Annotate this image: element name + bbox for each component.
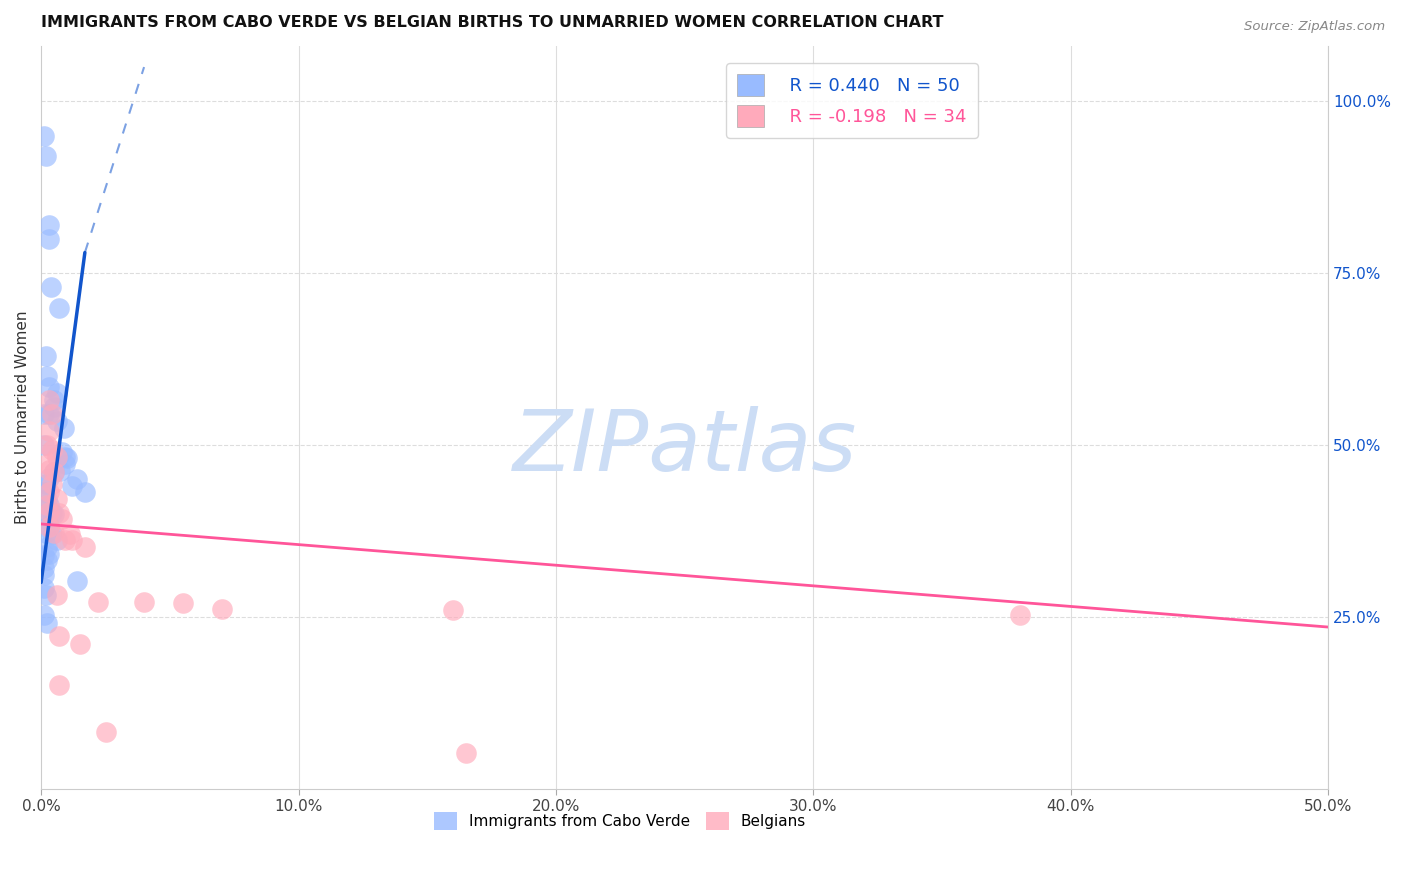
Point <box>35 349 58 363</box>
Point <box>35 512 58 526</box>
Point <box>35 615 58 630</box>
Point <box>41 280 63 294</box>
Point <box>32 608 55 623</box>
Point <box>134 595 156 609</box>
Point <box>69 636 91 650</box>
Point <box>35 525 58 540</box>
Point <box>56 450 79 465</box>
Point <box>53 533 76 547</box>
Point <box>60 533 83 548</box>
Point <box>41 443 63 458</box>
Point <box>35 457 58 471</box>
Point <box>38 505 60 519</box>
Point <box>48 678 70 692</box>
Point <box>38 484 60 499</box>
Point <box>172 596 194 610</box>
Y-axis label: Births to Unmarried Women: Births to Unmarried Women <box>15 310 30 524</box>
Point <box>45 588 67 602</box>
Point <box>44 400 66 414</box>
Point <box>48 506 70 520</box>
Point <box>32 484 55 499</box>
Point <box>46 450 69 465</box>
Legend: Immigrants from Cabo Verde, Belgians: Immigrants from Cabo Verde, Belgians <box>429 805 813 837</box>
Point <box>53 421 76 435</box>
Point <box>59 526 82 541</box>
Point <box>45 414 67 428</box>
Point <box>35 477 58 491</box>
Point <box>32 548 55 562</box>
Point <box>32 128 55 143</box>
Point <box>32 561 55 575</box>
Point <box>38 519 60 533</box>
Point <box>35 589 58 603</box>
Point <box>42 393 65 408</box>
Point <box>38 393 60 408</box>
Point <box>38 499 60 513</box>
Point <box>35 499 58 513</box>
Text: IMMIGRANTS FROM CABO VERDE VS BELGIAN BIRTHS TO UNMARRIED WOMEN CORRELATION CHAR: IMMIGRANTS FROM CABO VERDE VS BELGIAN BI… <box>41 15 943 30</box>
Point <box>35 369 58 384</box>
Point <box>66 472 89 486</box>
Point <box>35 438 58 452</box>
Point <box>38 547 60 561</box>
Point <box>441 603 464 617</box>
Point <box>38 505 60 519</box>
Point <box>60 478 83 492</box>
Point <box>46 386 69 401</box>
Point <box>66 574 89 588</box>
Point <box>75 540 97 554</box>
Point <box>211 602 233 616</box>
Point <box>38 424 60 438</box>
Point <box>53 457 76 471</box>
Point <box>38 407 60 421</box>
Point <box>38 218 60 232</box>
Point <box>38 471 60 485</box>
Point <box>41 527 63 541</box>
Point <box>44 525 66 540</box>
Point <box>48 464 70 478</box>
Point <box>94 725 117 739</box>
Point <box>45 533 67 547</box>
Point <box>44 465 66 479</box>
Point <box>41 407 63 421</box>
Text: Source: ZipAtlas.com: Source: ZipAtlas.com <box>1244 20 1385 33</box>
Point <box>1008 608 1031 623</box>
Point <box>41 477 63 491</box>
Point <box>51 445 73 459</box>
Point <box>35 540 58 554</box>
Point <box>53 450 76 465</box>
Point <box>44 507 66 521</box>
Point <box>75 484 97 499</box>
Point <box>454 747 477 761</box>
Point <box>38 463 60 477</box>
Point <box>48 629 70 643</box>
Point <box>44 466 66 480</box>
Point <box>41 506 63 520</box>
Point <box>32 438 55 452</box>
Point <box>48 301 70 315</box>
Point <box>51 512 73 526</box>
Point <box>32 567 55 582</box>
Point <box>38 232 60 246</box>
Text: ZIPatlas: ZIPatlas <box>513 406 856 489</box>
Point <box>32 581 55 595</box>
Point <box>35 149 58 163</box>
Point <box>46 491 69 506</box>
Point <box>87 594 110 608</box>
Point <box>38 520 60 534</box>
Point <box>32 407 55 421</box>
Point <box>35 492 58 507</box>
Point <box>35 553 58 567</box>
Point <box>38 379 60 393</box>
